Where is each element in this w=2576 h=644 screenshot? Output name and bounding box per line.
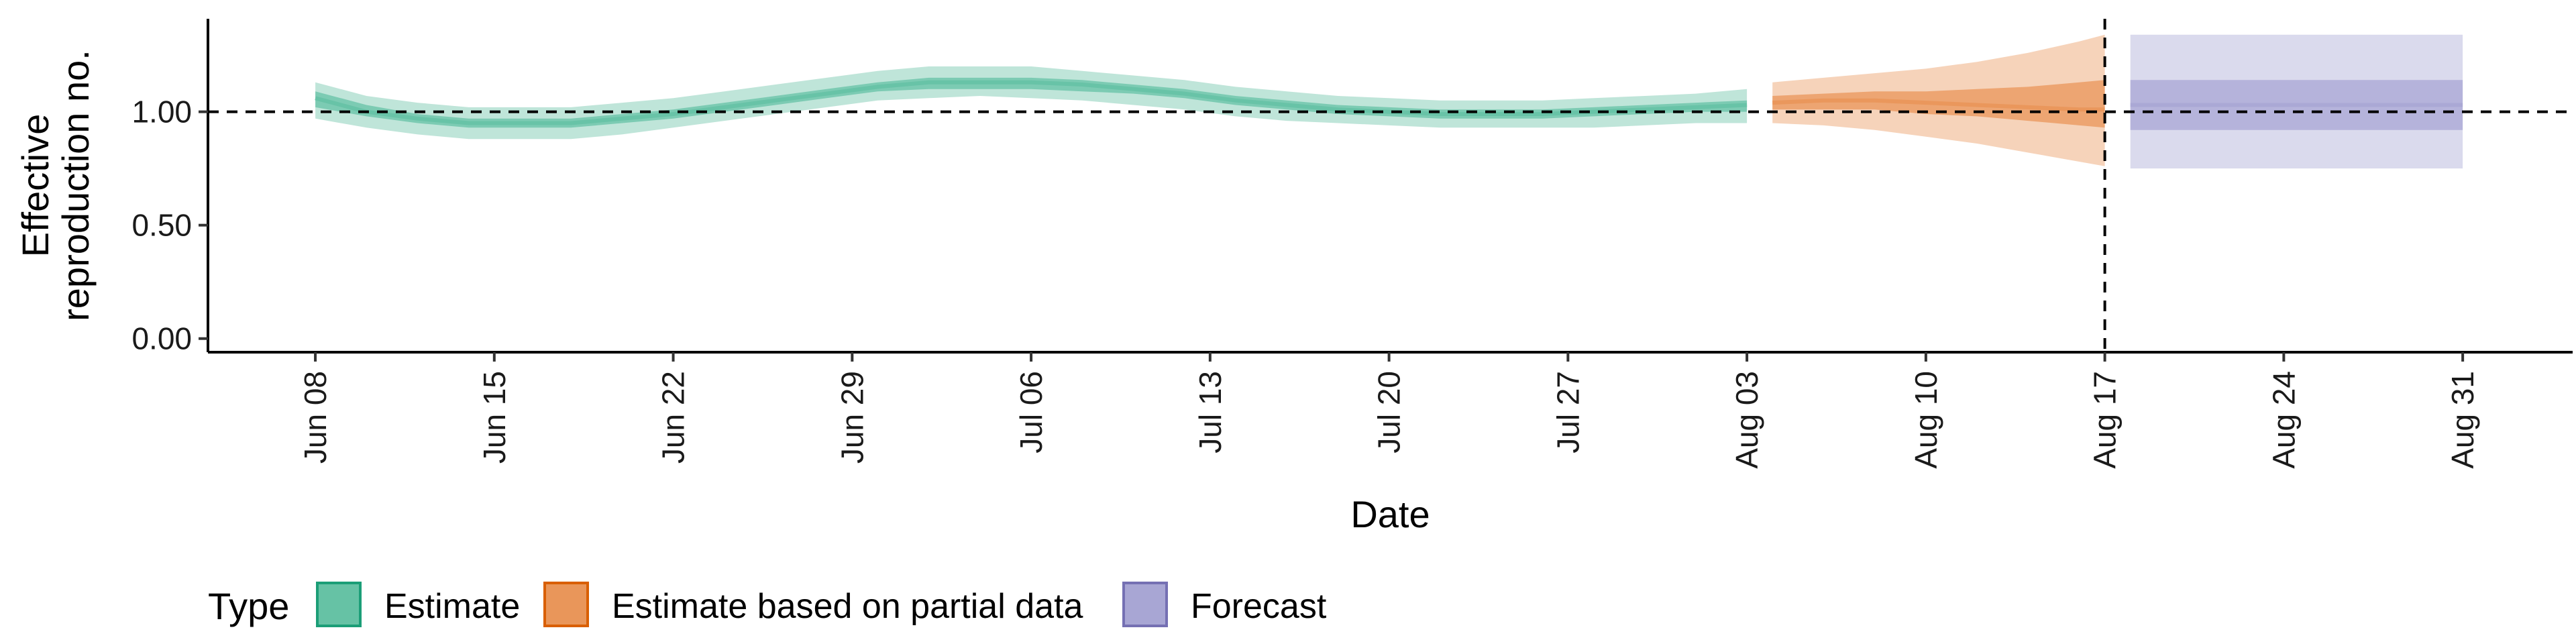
legend: Type Estimate Estimate based on partial d… (208, 582, 1327, 627)
legend-label: Estimate based on partial data (612, 587, 1083, 626)
x-tick-label: Aug 31 (2445, 371, 2480, 469)
median-layer (315, 80, 2463, 125)
legend-item-estimate: Estimate (316, 582, 520, 627)
legend-label: Forecast (1191, 587, 1327, 626)
x-tick-label: Aug 03 (1729, 371, 1764, 469)
y-tick-label: 0.50 (131, 208, 192, 243)
y-tick-label: 1.00 (131, 95, 192, 129)
estimate-median-line (315, 80, 1748, 125)
x-tick-label: Jul 06 (1014, 371, 1049, 453)
y-axis-title-line-2: reproduction no. (54, 50, 97, 321)
legend-item-estimate-based-on-partial-data: Estimate based on partial data (543, 582, 1083, 627)
x-tick-label: Jun 22 (656, 371, 691, 464)
y-tick-label: 0.00 (131, 321, 192, 356)
legend-title: Type (208, 585, 289, 627)
estimate-based-on-partial-data-median-line (1772, 98, 2105, 112)
x-tick-label: Jul 13 (1193, 371, 1228, 453)
bands-layer (315, 34, 2463, 169)
x-tick-label: Jul 20 (1372, 371, 1407, 453)
axis-titles: Date Effective reproduction no. (14, 50, 1430, 535)
x-tick-label: Jul 27 (1550, 371, 1585, 453)
x-tick-label: Jun 08 (298, 371, 333, 464)
legend-label: Estimate (384, 587, 520, 626)
x-tick-label: Aug 24 (2266, 371, 2301, 469)
x-tick-label: Jun 15 (477, 371, 512, 464)
estimate-outer-band (315, 66, 1748, 140)
x-tick-label: Jun 29 (835, 371, 869, 464)
legend-swatch (543, 582, 589, 627)
legend-swatch (1122, 582, 1168, 627)
y-ticks: 0.00 0.50 1.00 (131, 95, 208, 356)
x-tick-label: Aug 10 (1909, 371, 1943, 469)
y-axis-title-line-1: Effective (14, 114, 56, 258)
legend-item-forecast: Forecast (1122, 582, 1327, 627)
x-ticks: Jun 08 Jun 15 Jun 22 Jun 29 Jul 06 Jul 13 Jul … (298, 352, 2480, 469)
legend-swatch (316, 582, 362, 627)
x-axis-title: Date (1350, 493, 1430, 535)
x-tick-label: Aug 17 (2088, 371, 2123, 469)
